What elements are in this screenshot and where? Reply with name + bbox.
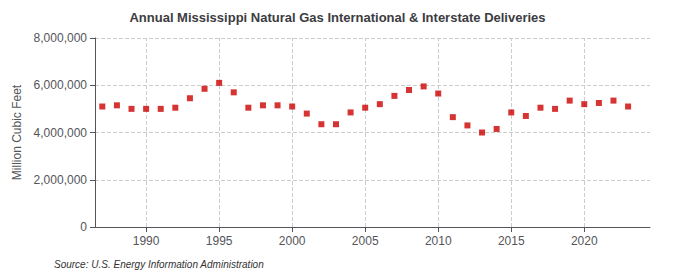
svg-text:2015: 2015 (498, 234, 525, 248)
svg-text:Annual Mississippi Natural Gas: Annual Mississippi Natural Gas Internati… (129, 10, 545, 25)
svg-text:Million Cubic Feet: Million Cubic Feet (10, 84, 24, 180)
svg-text:2010: 2010 (425, 234, 452, 248)
svg-text:1990: 1990 (133, 234, 160, 248)
svg-text:2020: 2020 (571, 234, 598, 248)
svg-text:1995: 1995 (206, 234, 233, 248)
svg-text:2000: 2000 (279, 234, 306, 248)
svg-text:0: 0 (80, 220, 87, 234)
svg-text:2005: 2005 (352, 234, 379, 248)
svg-text:Source: U.S. Energy Informatio: Source: U.S. Energy Information Administ… (54, 259, 264, 270)
svg-text:8,000,000: 8,000,000 (34, 31, 88, 45)
svg-text:2,000,000: 2,000,000 (34, 173, 88, 187)
svg-text:4,000,000: 4,000,000 (34, 126, 88, 140)
svg-text:6,000,000: 6,000,000 (34, 78, 88, 92)
